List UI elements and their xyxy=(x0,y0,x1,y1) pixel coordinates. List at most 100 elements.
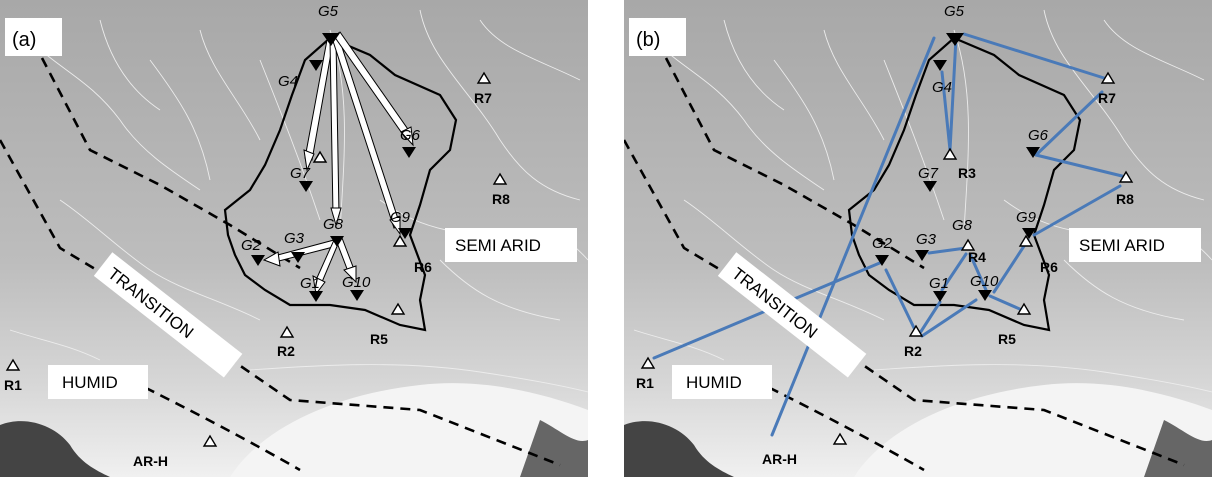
gauge-label-g9: G9 xyxy=(390,209,411,226)
station-marker-ar-h xyxy=(202,434,218,447)
station-marker-r7 xyxy=(1100,71,1116,84)
gauge-marker-g3 xyxy=(291,252,305,263)
gauge-label-g3: G3 xyxy=(916,231,937,248)
gauge-marker-g9 xyxy=(1022,228,1036,239)
gauge-marker-g1 xyxy=(309,291,323,302)
flow-arrows xyxy=(262,31,414,296)
gauge-marker-g7 xyxy=(923,181,937,192)
map-b-svg: (b) SEMI ARID HUMID TRANSITION G5 G4 G6 … xyxy=(624,0,1212,477)
gauge-label-g10: G10 xyxy=(970,273,999,290)
station-marker-ar-h xyxy=(832,432,848,445)
gauge-marker-g2 xyxy=(875,255,889,266)
station-marker-r7 xyxy=(476,71,492,84)
gauge-label-g1: G1 xyxy=(929,275,949,292)
gauge-label-g1: G1 xyxy=(300,275,320,292)
mountain-dark-area xyxy=(0,421,110,477)
panel-label-box xyxy=(629,18,686,56)
station-label-r8: R8 xyxy=(492,191,510,207)
station-marker-r3 xyxy=(942,147,958,160)
region-label-humid: HUMID xyxy=(62,373,118,392)
station-label-r2: R2 xyxy=(277,343,295,359)
gauge-marker-g7 xyxy=(299,181,313,192)
gauge-marker-g10 xyxy=(978,290,992,301)
region-label-semi-arid: SEMI ARID xyxy=(455,236,541,255)
gauge-marker-g10 xyxy=(350,290,364,301)
rain-station-markers xyxy=(5,71,508,447)
semi-arid-label-box xyxy=(1069,228,1201,262)
gauge-label-g4: G4 xyxy=(278,73,298,90)
station-label-r1: R1 xyxy=(636,375,654,391)
gauge-marker-g9 xyxy=(398,228,412,239)
station-marker-r5 xyxy=(390,302,406,315)
station-marker-r2 xyxy=(279,325,295,338)
station-label-r1: R1 xyxy=(4,377,22,393)
station-label-ar-h: AR-H xyxy=(133,453,168,469)
station-marker-r1 xyxy=(5,358,21,371)
gauge-label-g6: G6 xyxy=(400,127,421,144)
gauge-marker-g4 xyxy=(309,60,323,71)
panel-label: (b) xyxy=(636,29,660,51)
gauge-label-g2: G2 xyxy=(872,235,893,252)
catchment-boundary xyxy=(847,36,1082,332)
gauge-marker-g1 xyxy=(933,291,947,302)
gauge-markers xyxy=(875,33,1040,302)
gauge-label-g8: G8 xyxy=(323,216,344,233)
station-label-r6: R6 xyxy=(414,259,432,275)
station-marker-r1 xyxy=(640,356,656,369)
station-label-ar-h: AR-H xyxy=(762,451,797,467)
station-label-r5: R5 xyxy=(370,331,388,347)
rain-station-markers xyxy=(640,71,1134,445)
mountain-dark-area-right xyxy=(520,420,588,477)
mountain-dark-area xyxy=(624,421,734,477)
lowland-plain xyxy=(854,383,1212,477)
region-label-humid: HUMID xyxy=(686,373,742,392)
station-marker-r8 xyxy=(492,172,508,185)
gauge-label-g7: G7 xyxy=(918,165,939,182)
gauge-label-g3: G3 xyxy=(284,230,305,247)
station-label-r6: R6 xyxy=(1040,259,1058,275)
gauge-label-g5: G5 xyxy=(318,3,339,20)
gauge-label-g7: G7 xyxy=(290,165,311,182)
semi-arid-label-box xyxy=(445,228,577,262)
catchment-boundary xyxy=(223,36,458,332)
gauge-label-g9: G9 xyxy=(1016,209,1037,226)
gauge-label-g6: G6 xyxy=(1028,127,1049,144)
station-label-r2: R2 xyxy=(904,343,922,359)
gauge-marker-g4 xyxy=(933,60,947,71)
gauge-marker-g6 xyxy=(402,147,416,158)
gauge-marker-g5 xyxy=(322,33,340,46)
lowland-plain xyxy=(230,383,588,477)
station-marker-r6 xyxy=(1018,234,1034,247)
gauge-label-g5: G5 xyxy=(944,3,965,20)
station-marker-r2 xyxy=(908,324,924,337)
station-label-r4: R4 xyxy=(968,249,986,265)
gauge-label-g4: G4 xyxy=(932,79,952,96)
station-label-r8: R8 xyxy=(1116,191,1134,207)
gauge-label-g10: G10 xyxy=(342,274,371,291)
gauge-marker-g3 xyxy=(915,250,929,261)
gauge-label-g2: G2 xyxy=(241,237,262,254)
gauge-label-g8: G8 xyxy=(952,217,973,234)
station-marker-r3 xyxy=(312,150,328,163)
panel-label: (a) xyxy=(12,29,36,51)
gauge-marker-g5 xyxy=(946,33,964,46)
mountain-dark-area-right xyxy=(1144,420,1212,477)
region-label-semi-arid: SEMI ARID xyxy=(1079,236,1165,255)
station-marker-r8 xyxy=(1118,170,1134,183)
map-a-svg: (a) SEMI ARID HUMID TRANSITION G5 G4 G6 … xyxy=(0,0,588,477)
station-marker-r6 xyxy=(392,234,408,247)
station-marker-r4 xyxy=(960,238,976,251)
humid-label-box xyxy=(48,365,148,399)
gauge-markers xyxy=(251,33,416,302)
station-label-r5: R5 xyxy=(998,331,1016,347)
station-marker-r5 xyxy=(1016,302,1032,315)
gauge-marker-g8 xyxy=(330,236,344,247)
map-panel-b: (b) SEMI ARID HUMID TRANSITION G5 G4 G6 … xyxy=(624,0,1212,477)
panel-label-box xyxy=(5,18,62,56)
station-label-r7: R7 xyxy=(1098,90,1116,106)
gauge-marker-g2 xyxy=(251,255,265,266)
map-panel-a: (a) SEMI ARID HUMID TRANSITION G5 G4 G6 … xyxy=(0,0,588,477)
gauge-marker-g6 xyxy=(1026,147,1040,158)
humid-label-box xyxy=(672,365,772,399)
station-label-r7: R7 xyxy=(474,90,492,106)
